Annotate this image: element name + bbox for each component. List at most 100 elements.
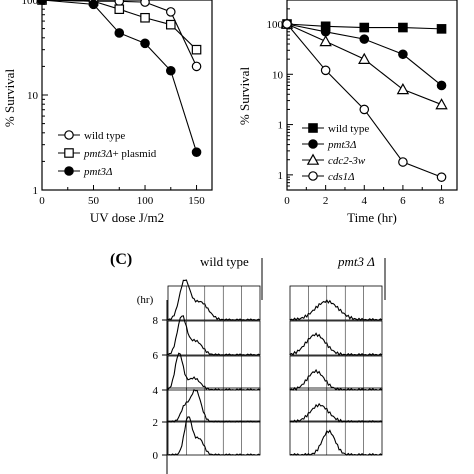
histogram-frame (289, 387, 383, 423)
data-point-marker (191, 147, 202, 157)
legend-label: cdc2-3w (328, 155, 366, 167)
panel-b-x-ticks: 0 2 4 6 8 (284, 185, 445, 207)
x-tick-label: 150 (188, 195, 205, 207)
legend-marker (308, 139, 318, 149)
histogram-frame (167, 285, 261, 321)
legend-marker (306, 153, 320, 165)
panel-a-x-axis-label: UV dose J/m2 (90, 210, 164, 225)
x-tick-label: 8 (439, 195, 445, 207)
data-point-marker (140, 0, 150, 7)
panel-a-x-ticks: 0 50 100 150 (39, 185, 205, 207)
panel-a-plot-frame (41, 0, 213, 191)
y-tick-label: 10 (272, 69, 284, 81)
histogram-trace (289, 332, 383, 357)
time-tick-label: 8 (153, 315, 159, 327)
x-tick-label: 4 (362, 195, 368, 207)
panel-c-label: (C) (110, 251, 132, 268)
y-tick-label: 100 (22, 0, 39, 7)
data-point-marker (282, 19, 292, 29)
data-point-marker (359, 34, 370, 44)
time-tick-label: 6 (153, 350, 159, 362)
panel-a-uv-survival-chart: 1 10 100 0 50 100 150 wild type pmt3Δ+ plasmid… (2, 0, 213, 225)
panel-c-hr-label: (hr) (137, 294, 154, 306)
legend-label: pmt3Δ (83, 166, 112, 178)
x-tick-label: 0 (39, 195, 45, 207)
histogram-trace (289, 298, 383, 321)
histogram-trace (167, 388, 261, 423)
data-point-marker (165, 65, 176, 76)
legend-marker (64, 148, 74, 158)
histogram-trace (167, 315, 261, 356)
histogram-frame (167, 387, 261, 423)
panel-b-y-ticks: 1 1 10 100 (267, 0, 293, 191)
time-tick-label: 0 (153, 450, 159, 462)
data-point-marker (436, 80, 447, 91)
legend-label: pmt3Δ (327, 139, 356, 151)
data-point-marker (398, 157, 408, 167)
legend-label: cds1Δ (328, 171, 355, 183)
legend-marker (308, 123, 318, 133)
data-point-marker (398, 49, 408, 60)
x-tick-label: 2 (323, 195, 329, 207)
panel-b-y-axis-label: % Survival (237, 67, 252, 126)
data-point-marker (359, 104, 370, 115)
x-tick-label: 6 (400, 195, 406, 207)
data-point-marker (436, 24, 447, 34)
panel-c-column-wild-type: wild type (200, 254, 249, 269)
panel-a-series (37, 0, 202, 157)
panel-b-plot-frame (286, 0, 458, 191)
panel-b-legend: wild type pmt3Δ cdc2-3w cds1Δ (302, 123, 369, 183)
histogram-trace (289, 402, 383, 423)
data-point-marker (435, 98, 448, 110)
legend-marker (308, 171, 318, 181)
panel-b-series (280, 17, 448, 182)
data-point-marker (436, 172, 447, 182)
data-point-marker (191, 44, 202, 55)
legend-label: wild type (328, 123, 369, 135)
x-tick-label: 50 (88, 195, 100, 207)
data-point-marker (140, 12, 150, 23)
y-tick-label: 1 (278, 170, 284, 182)
panel-c-y-ticks: 8 6 4 2 0 (153, 300, 168, 474)
histogram-frame (167, 320, 261, 356)
data-point-marker (88, 0, 99, 10)
y-tick-label: 100 (267, 19, 284, 31)
data-point-marker (398, 22, 408, 33)
data-point-marker (165, 19, 176, 30)
histogram-trace (167, 279, 261, 321)
histogram-trace (289, 368, 383, 392)
legend-marker (64, 166, 74, 176)
panel-c-flow-cytometry: (C) wild type pmt3 Δ (hr) 8 6 4 2 0 (110, 251, 386, 474)
x-tick-label: 0 (284, 195, 290, 207)
data-point-marker (320, 65, 331, 76)
panel-b-x-axis-label: Time (hr) (347, 210, 397, 225)
legend-marker (64, 130, 74, 140)
legend-label: wild type (84, 130, 125, 142)
y-tick-label: 10 (27, 90, 39, 102)
data-point-marker (114, 4, 125, 15)
data-point-marker (114, 28, 125, 38)
data-point-marker (37, 0, 47, 5)
legend-label: pmt3Δ+ plasmid (83, 148, 157, 160)
data-point-marker (140, 38, 150, 49)
x-tick-label: 100 (137, 195, 154, 207)
series-line (41, 0, 198, 153)
time-tick-label: 4 (153, 385, 159, 397)
data-point-marker (191, 61, 202, 72)
data-point-marker (396, 82, 410, 95)
panel-a-legend: wild type pmt3Δ+ plasmid pmt3Δ (58, 130, 157, 178)
histogram-trace (167, 416, 261, 456)
y-tick-label: 1 (278, 120, 284, 132)
histogram-frame (289, 285, 383, 321)
panel-b-time-survival-chart: 1 1 10 100 0 2 4 6 8 wild type pmt3Δ cdc2-3w cds1Δ… (237, 0, 458, 225)
data-point-marker (359, 22, 370, 33)
time-tick-label: 2 (153, 417, 159, 429)
histogram-frame (289, 355, 383, 391)
data-point-marker (319, 34, 332, 47)
data-point-marker (165, 7, 176, 17)
y-tick-label: 1 (33, 185, 39, 197)
panel-a-y-axis-label: % Survival (2, 69, 17, 128)
histogram-frame (289, 320, 383, 356)
panel-c-wild-type-histograms (167, 258, 263, 456)
